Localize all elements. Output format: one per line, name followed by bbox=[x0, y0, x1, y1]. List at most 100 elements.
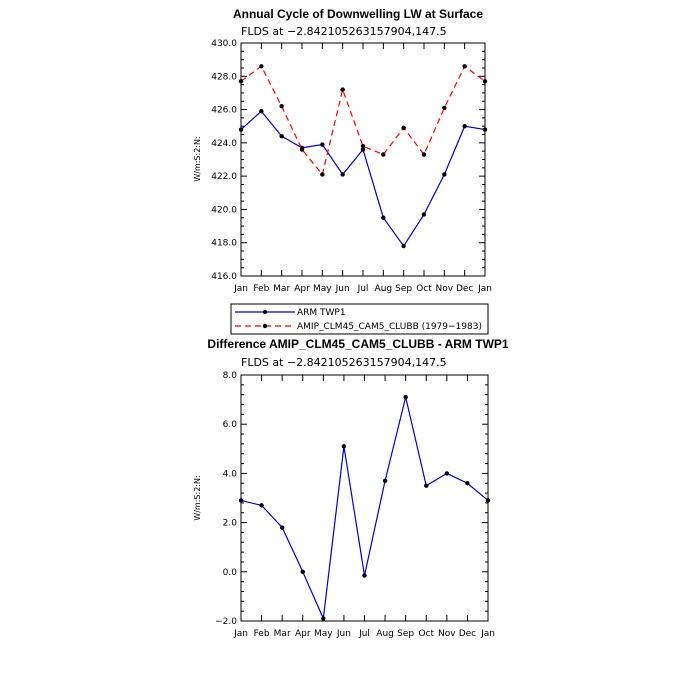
series-0-point bbox=[381, 215, 386, 220]
x-tick-label: May bbox=[314, 629, 333, 639]
series-0-point bbox=[424, 483, 429, 488]
chart1-title: Annual Cycle of Downwelling LW at Surfac… bbox=[233, 7, 483, 21]
chart2-plot-frame bbox=[240, 374, 489, 622]
chart1-y-axis-label: W/m:S:2:N: bbox=[193, 136, 202, 181]
chart2-series bbox=[238, 394, 491, 621]
y-tick-label: 2.0 bbox=[223, 519, 238, 529]
y-tick-label: 416.0 bbox=[211, 272, 237, 282]
series-1-point bbox=[259, 64, 264, 69]
y-tick-label: 422.0 bbox=[211, 172, 237, 182]
series-0-point bbox=[238, 498, 244, 503]
series-0-point bbox=[279, 134, 284, 139]
chart2-y-ticks: −2.0 0.0 2.0 4.0 6.0 8.0 bbox=[215, 371, 488, 627]
chart1-legend: ARM TWP1 AMIP_CLM45_CAM5_CLUBB (1979−198… bbox=[230, 303, 489, 335]
legend-frame bbox=[230, 303, 489, 335]
x-tick-label: Sep bbox=[395, 284, 412, 294]
series-0-point bbox=[300, 569, 305, 574]
series-0-point bbox=[485, 498, 491, 503]
x-tick-label: Feb bbox=[253, 284, 269, 294]
y-tick-label: 426.0 bbox=[211, 106, 237, 116]
series-0-point bbox=[362, 573, 367, 578]
x-tick-label: Aug bbox=[375, 284, 393, 294]
x-tick-label: Jan bbox=[477, 284, 492, 294]
chart1-y-ticks: 416.0 418.0 420.0 422.0 424.0 426.0 428.0 430.0 bbox=[211, 39, 485, 282]
series-line-0 bbox=[240, 396, 489, 621]
x-tick-label: Apr bbox=[294, 284, 310, 294]
y-tick-label: 4.0 bbox=[223, 469, 238, 479]
series-0-point bbox=[465, 481, 470, 486]
chart2-y-axis-label: W/m:S:2:N: bbox=[193, 475, 202, 520]
series-0-point bbox=[401, 243, 406, 249]
series-1-point bbox=[340, 87, 345, 92]
y-tick-label: 428.0 bbox=[211, 72, 237, 82]
x-tick-label: Apr bbox=[295, 629, 311, 639]
x-tick-label: Jan bbox=[233, 284, 248, 294]
series-1-point bbox=[401, 125, 406, 131]
y-tick-label: 420.0 bbox=[211, 205, 237, 215]
chart-difference: Difference AMIP_CLM45_CAM5_CLUBB - ARM T… bbox=[193, 337, 509, 639]
y-tick-label: 424.0 bbox=[211, 139, 237, 149]
series-0-point bbox=[320, 142, 325, 147]
y-tick-label: −2.0 bbox=[215, 617, 237, 627]
y-tick-label: 8.0 bbox=[223, 371, 238, 381]
series-1-point bbox=[462, 64, 467, 69]
series-0-point bbox=[462, 124, 467, 129]
series-0-point bbox=[259, 503, 264, 508]
series-0-point bbox=[382, 478, 388, 483]
chart2-x-ticks: Jan Feb Mar Apr May Jun Jul Aug Sep Oct Nov Dec Jan bbox=[233, 375, 495, 639]
series-0-point bbox=[444, 471, 450, 476]
series-1-point bbox=[381, 152, 386, 157]
chart-annual-cycle: Annual Cycle of Downwelling LW at Surfac… bbox=[193, 7, 492, 294]
series-0-point bbox=[360, 147, 366, 152]
series-0-point bbox=[259, 109, 264, 114]
x-tick-label: Feb bbox=[254, 629, 270, 639]
legend-marker-arm bbox=[262, 309, 268, 315]
series-0-point bbox=[321, 616, 326, 621]
series-1-point bbox=[299, 147, 305, 152]
x-tick-label: Nov bbox=[436, 284, 454, 294]
x-tick-label: Jul bbox=[358, 629, 370, 639]
x-tick-label: Jan bbox=[233, 629, 248, 639]
x-tick-label: Sep bbox=[397, 629, 414, 639]
series-0-point bbox=[421, 212, 427, 217]
series-0-point bbox=[403, 394, 408, 400]
series-1-point bbox=[238, 79, 244, 84]
legend-marker-amip bbox=[262, 323, 268, 329]
chart1-plot-frame bbox=[240, 42, 486, 277]
chart1-subtitle: FLDS at −2.842105263157904,147.5 bbox=[241, 25, 447, 38]
x-tick-label: Oct bbox=[416, 284, 432, 294]
series-0-point bbox=[341, 444, 347, 449]
x-tick-label: Jun bbox=[336, 629, 351, 639]
series-0-point bbox=[238, 127, 244, 132]
series-0-point bbox=[340, 172, 345, 177]
series-1-point bbox=[320, 172, 325, 177]
y-tick-label: 418.0 bbox=[211, 239, 237, 249]
series-1-point bbox=[279, 104, 284, 109]
x-tick-label: Aug bbox=[376, 629, 394, 639]
y-tick-label: 430.0 bbox=[211, 39, 237, 49]
x-tick-label: Jun bbox=[335, 284, 350, 294]
x-tick-label: Dec bbox=[459, 629, 476, 639]
x-tick-label: May bbox=[313, 284, 332, 294]
x-tick-label: Jan bbox=[480, 629, 495, 639]
chart2-subtitle: FLDS at −2.842105263157904,147.5 bbox=[241, 356, 447, 369]
x-tick-label: Oct bbox=[418, 629, 434, 639]
series-1-point bbox=[482, 79, 488, 84]
legend-label-arm: ARM TWP1 bbox=[297, 308, 346, 318]
chart1-x-ticks: Jan Feb Mar Apr May Jun Jul Aug Sep Oct Nov Dec Jan bbox=[233, 43, 492, 294]
chart2-title: Difference AMIP_CLM45_CAM5_CLUBB - ARM T… bbox=[207, 337, 508, 351]
series-1-point bbox=[421, 152, 427, 157]
x-tick-label: Mar bbox=[273, 284, 290, 294]
y-tick-label: 0.0 bbox=[223, 568, 238, 578]
series-0-point bbox=[442, 172, 447, 177]
series-0-point bbox=[482, 127, 488, 132]
series-1-point bbox=[360, 143, 366, 149]
x-tick-label: Nov bbox=[438, 629, 456, 639]
x-tick-label: Dec bbox=[456, 284, 473, 294]
y-tick-label: 6.0 bbox=[223, 420, 238, 430]
series-0-point bbox=[279, 525, 285, 530]
series-line-0 bbox=[240, 110, 486, 248]
chart1-series bbox=[238, 64, 488, 249]
x-tick-label: Mar bbox=[274, 629, 291, 639]
